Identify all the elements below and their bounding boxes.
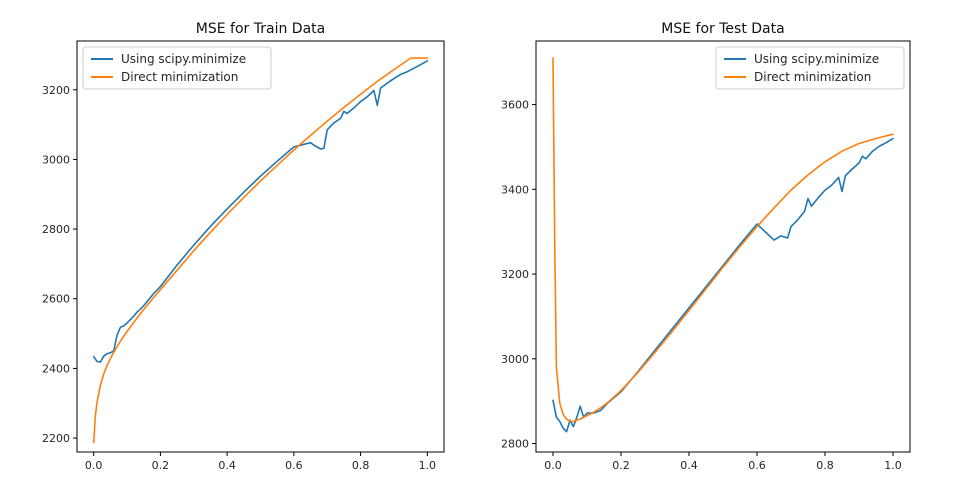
test-x-tick-label: 1.0 xyxy=(884,459,902,472)
test-chart-axes-frame xyxy=(535,40,911,453)
test-legend-entry-direct: Direct minimization xyxy=(724,70,871,84)
train-x-tick-label: 0.0 xyxy=(85,459,103,472)
train-chart-panel: MSE for Train Data 0.0 0.2 0.4 0.6 0.8 1.0 220… xyxy=(42,21,445,472)
test-x-tick-label: 0.2 xyxy=(612,459,630,472)
train-y-tick-label: 2600 xyxy=(42,293,70,306)
train-chart-legend: Using scipy.minimize Direct minimization xyxy=(82,46,272,90)
test-series-line-direct xyxy=(552,57,894,423)
train-chart-lines xyxy=(92,57,429,444)
train-legend-box xyxy=(82,46,272,90)
train-y-tick-label: 3000 xyxy=(42,153,70,166)
test-y-tick-label: 3200 xyxy=(501,268,529,281)
train-chart-title: MSE for Train Data xyxy=(196,21,325,37)
train-legend-label-direct: Direct minimization xyxy=(121,70,238,84)
train-x-tick-label: 0.6 xyxy=(285,459,303,472)
train-series-line-scipy xyxy=(92,60,429,363)
test-legend-box xyxy=(715,46,905,90)
test-x-tick-label: 0.0 xyxy=(544,459,562,472)
test-y-tick-label: 2800 xyxy=(501,438,529,451)
test-y-tick-label: 3400 xyxy=(501,183,529,196)
test-y-tick-label: 3600 xyxy=(501,99,529,112)
train-x-tick-label: 1.0 xyxy=(419,459,437,472)
test-y-tick-label: 3000 xyxy=(501,353,529,366)
test-chart-lines xyxy=(552,57,894,433)
train-x-tick-label: 0.2 xyxy=(152,459,170,472)
train-x-tick-label: 0.8 xyxy=(352,459,370,472)
test-chart-legend: Using scipy.minimize Direct minimization xyxy=(715,46,905,90)
train-legend-entry-direct: Direct minimization xyxy=(91,70,238,84)
test-x-tick-label: 0.8 xyxy=(816,459,834,472)
train-legend-entry-scipy: Using scipy.minimize xyxy=(91,52,246,66)
test-x-tick-label: 0.4 xyxy=(680,459,698,472)
test-legend-label-scipy: Using scipy.minimize xyxy=(754,52,879,66)
train-series-line-direct xyxy=(92,57,429,444)
train-chart-ticks: 0.0 0.2 0.4 0.6 0.8 1.0 2200 2400 2600 2800 3000 32… xyxy=(42,84,436,472)
test-legend-label-direct: Direct minimization xyxy=(754,70,871,84)
test-series-line-scipy xyxy=(552,137,894,433)
train-y-tick-label: 2800 xyxy=(42,223,70,236)
test-chart-ticks: 0.0 0.2 0.4 0.6 0.8 1.0 2800 3000 3200 3400 3600 xyxy=(501,99,902,472)
train-y-tick-label: 2200 xyxy=(42,432,70,445)
test-chart-panel: MSE for Test Data 0.0 0.2 0.4 0.6 0.8 1.0 2800… xyxy=(501,21,911,472)
train-x-tick-label: 0.4 xyxy=(218,459,236,472)
train-y-tick-label: 2400 xyxy=(42,362,70,375)
test-legend-entry-scipy: Using scipy.minimize xyxy=(724,52,879,66)
train-chart-axes-frame xyxy=(76,40,445,453)
test-chart-title: MSE for Test Data xyxy=(661,21,784,37)
train-legend-label-scipy: Using scipy.minimize xyxy=(121,52,246,66)
train-y-tick-label: 3200 xyxy=(42,84,70,97)
test-x-tick-label: 0.6 xyxy=(748,459,766,472)
